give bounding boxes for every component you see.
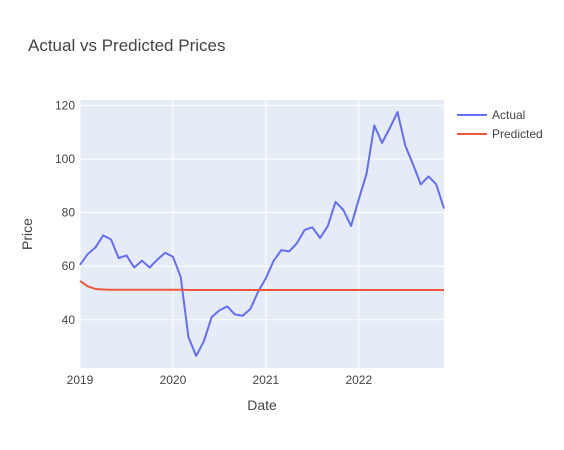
legend-item-predicted[interactable]: Predicted (457, 127, 543, 141)
y-tick-label: 120 (55, 98, 75, 112)
grid-lines (79, 100, 444, 368)
y-tick-label: 60 (62, 259, 76, 273)
y-tick-label: 80 (62, 206, 76, 220)
legend-label: Predicted (492, 127, 543, 141)
legend-item-actual[interactable]: Actual (457, 108, 525, 122)
legend-label: Actual (492, 108, 525, 122)
y-axis-title: Price (19, 218, 35, 250)
series-line-predicted (79, 280, 444, 292)
series-layer (79, 111, 445, 357)
series-line-actual (79, 111, 445, 357)
x-axis-title: Date (247, 397, 277, 413)
y-tick-label: 40 (62, 313, 76, 327)
x-tick-label: 2022 (345, 373, 372, 387)
x-axis-ticks: 2019 2020 2021 2022 (67, 373, 373, 387)
y-tick-label: 100 (55, 152, 75, 166)
plot-area (80, 100, 444, 368)
chart-title: Actual vs Predicted Prices (28, 36, 225, 55)
x-tick-label: 2020 (160, 373, 187, 387)
legend[interactable]: Actual Predicted (457, 108, 543, 141)
y-axis-ticks: 40 60 80 100 120 (55, 98, 75, 326)
x-tick-label: 2021 (253, 373, 280, 387)
x-tick-label: 2019 (67, 373, 94, 387)
